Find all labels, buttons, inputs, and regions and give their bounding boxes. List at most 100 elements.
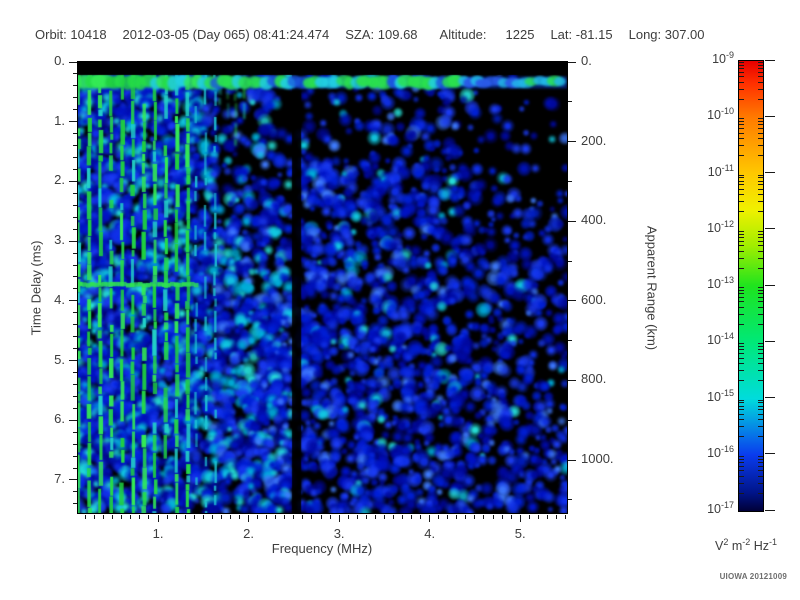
x-axis-minor-tick — [166, 515, 168, 519]
x-axis-minor-tick — [193, 515, 195, 519]
x-axis-minor-tick — [275, 515, 277, 519]
x-axis-minor-tick — [139, 515, 141, 519]
colorbar-minor-tick — [739, 409, 744, 411]
colorbar-minor-tick — [758, 306, 763, 308]
x-axis-minor-tick — [474, 515, 476, 519]
y-axis-left-minor-tick — [73, 336, 77, 338]
colorbar-minor-tick — [739, 81, 744, 83]
x-axis-minor-tick — [175, 515, 177, 519]
colorbar-minor-tick — [739, 380, 744, 382]
y-axis-right-minor-tick — [568, 340, 572, 342]
colorbar-minor-tick — [758, 426, 763, 428]
colorbar-minor-tick — [758, 313, 763, 315]
y-axis-left-minor-tick — [73, 467, 77, 469]
x-axis-minor-tick — [329, 515, 331, 519]
x-axis-minor-tick — [510, 515, 512, 519]
colorbar-tick-label: 10-13 — [707, 275, 734, 292]
x-axis-minor-tick — [356, 515, 358, 519]
colorbar-minor-tick — [758, 118, 763, 120]
y-axis-left-minor-tick — [73, 133, 77, 135]
colorbar-minor-tick — [739, 128, 744, 130]
y-axis-right-minor-tick — [568, 101, 572, 103]
colorbar-minor-tick — [739, 293, 744, 295]
x-axis-title: Frequency (MHz) — [271, 541, 373, 556]
colorbar-minor-tick — [739, 236, 744, 238]
x-axis-minor-tick — [546, 515, 548, 519]
x-axis-minor-tick — [537, 515, 539, 519]
y-axis-right-tick — [568, 61, 576, 63]
colorbar-minor-tick — [739, 357, 744, 359]
x-axis-minor-tick — [392, 515, 394, 519]
y-axis-left-tick — [69, 479, 77, 481]
y-axis-left-minor-tick — [73, 491, 77, 493]
colorbar-minor-tick — [758, 405, 763, 407]
x-axis-minor-tick — [94, 515, 96, 519]
colorbar-minor-tick — [739, 436, 744, 438]
colorbar-minor-tick — [739, 399, 744, 401]
colorbar-minor-tick — [758, 267, 763, 269]
colorbar-minor-tick — [739, 121, 744, 123]
colorbar-minor-tick — [758, 138, 763, 140]
colorbar-tick — [765, 115, 775, 117]
colorbar-minor-tick — [739, 180, 744, 182]
colorbar-tick — [765, 509, 775, 511]
colorbar-minor-tick — [739, 353, 744, 355]
colorbar-minor-tick — [758, 461, 763, 463]
colorbar-minor-tick — [758, 380, 763, 382]
header-altitude-value: 1225 — [505, 27, 535, 42]
colorbar-minor-tick — [758, 177, 763, 179]
y-axis-right-tick — [568, 141, 576, 143]
colorbar-minor-tick — [758, 250, 763, 252]
colorbar-minor-tick — [739, 230, 744, 232]
x-axis-minor-tick — [311, 515, 313, 519]
colorbar-minor-tick — [758, 465, 763, 467]
x-axis-minor-tick — [302, 515, 304, 519]
x-axis-minor-tick — [465, 515, 467, 519]
y-axis-left-tick — [69, 180, 77, 182]
colorbar-minor-tick — [739, 363, 744, 365]
colorbar-minor-tick — [739, 346, 744, 348]
y-axis-left-minor-tick — [73, 395, 77, 397]
colorbar-tick-label: 10-16 — [707, 443, 734, 460]
colorbar-minor-tick — [739, 250, 744, 252]
colorbar-tick — [765, 228, 775, 230]
x-axis-tick-label: 5. — [514, 526, 526, 541]
colorbar-minor-tick — [758, 349, 763, 351]
x-axis-minor-tick — [501, 515, 503, 519]
x-axis-minor-tick — [411, 515, 413, 519]
y-axis-right-minor-tick — [568, 419, 572, 421]
colorbar-minor-tick — [758, 346, 763, 348]
y-axis-left-minor-tick — [73, 371, 77, 373]
colorbar-minor-tick — [739, 455, 744, 457]
colorbar-tick — [765, 340, 775, 342]
y-axis-left-minor-tick — [73, 216, 77, 218]
y-axis-right-tick — [568, 459, 576, 461]
x-axis-minor-tick — [447, 515, 449, 519]
y-axis-left-tick — [69, 240, 77, 242]
colorbar-minor-tick — [739, 289, 744, 291]
colorbar-minor-tick — [739, 349, 744, 351]
colorbar-minor-tick — [758, 357, 763, 359]
x-axis-minor-tick — [148, 515, 150, 519]
colorbar-minor-tick — [739, 461, 744, 463]
x-axis-minor-tick — [266, 515, 268, 519]
y-axis-title-right: Apparent Range (km) — [644, 225, 660, 351]
y-axis-left-minor-tick — [73, 145, 77, 147]
colorbar-minor-tick — [758, 458, 763, 460]
colorbar-minor-tick — [758, 413, 763, 415]
y-axis-left-minor-tick — [73, 455, 77, 457]
colorbar-minor-tick — [739, 287, 744, 289]
colorbar-minor-tick — [739, 413, 744, 415]
colorbar-minor-tick — [739, 64, 744, 66]
colorbar-minor-tick — [739, 194, 744, 196]
x-axis-minor-tick — [347, 515, 349, 519]
colorbar-minor-tick — [758, 455, 763, 457]
y-axis-left-tick-label: 6. — [54, 411, 65, 427]
colorbar-minor-tick — [758, 71, 763, 73]
y-axis-left-minor-tick — [73, 431, 77, 433]
colorbar-minor-tick — [758, 124, 763, 126]
x-axis-minor-tick — [130, 515, 132, 519]
colorbar-minor-tick — [739, 343, 744, 345]
header-info: Orbit: 10418 2012-03-05 (Day 065) 08:41:2… — [35, 27, 705, 42]
